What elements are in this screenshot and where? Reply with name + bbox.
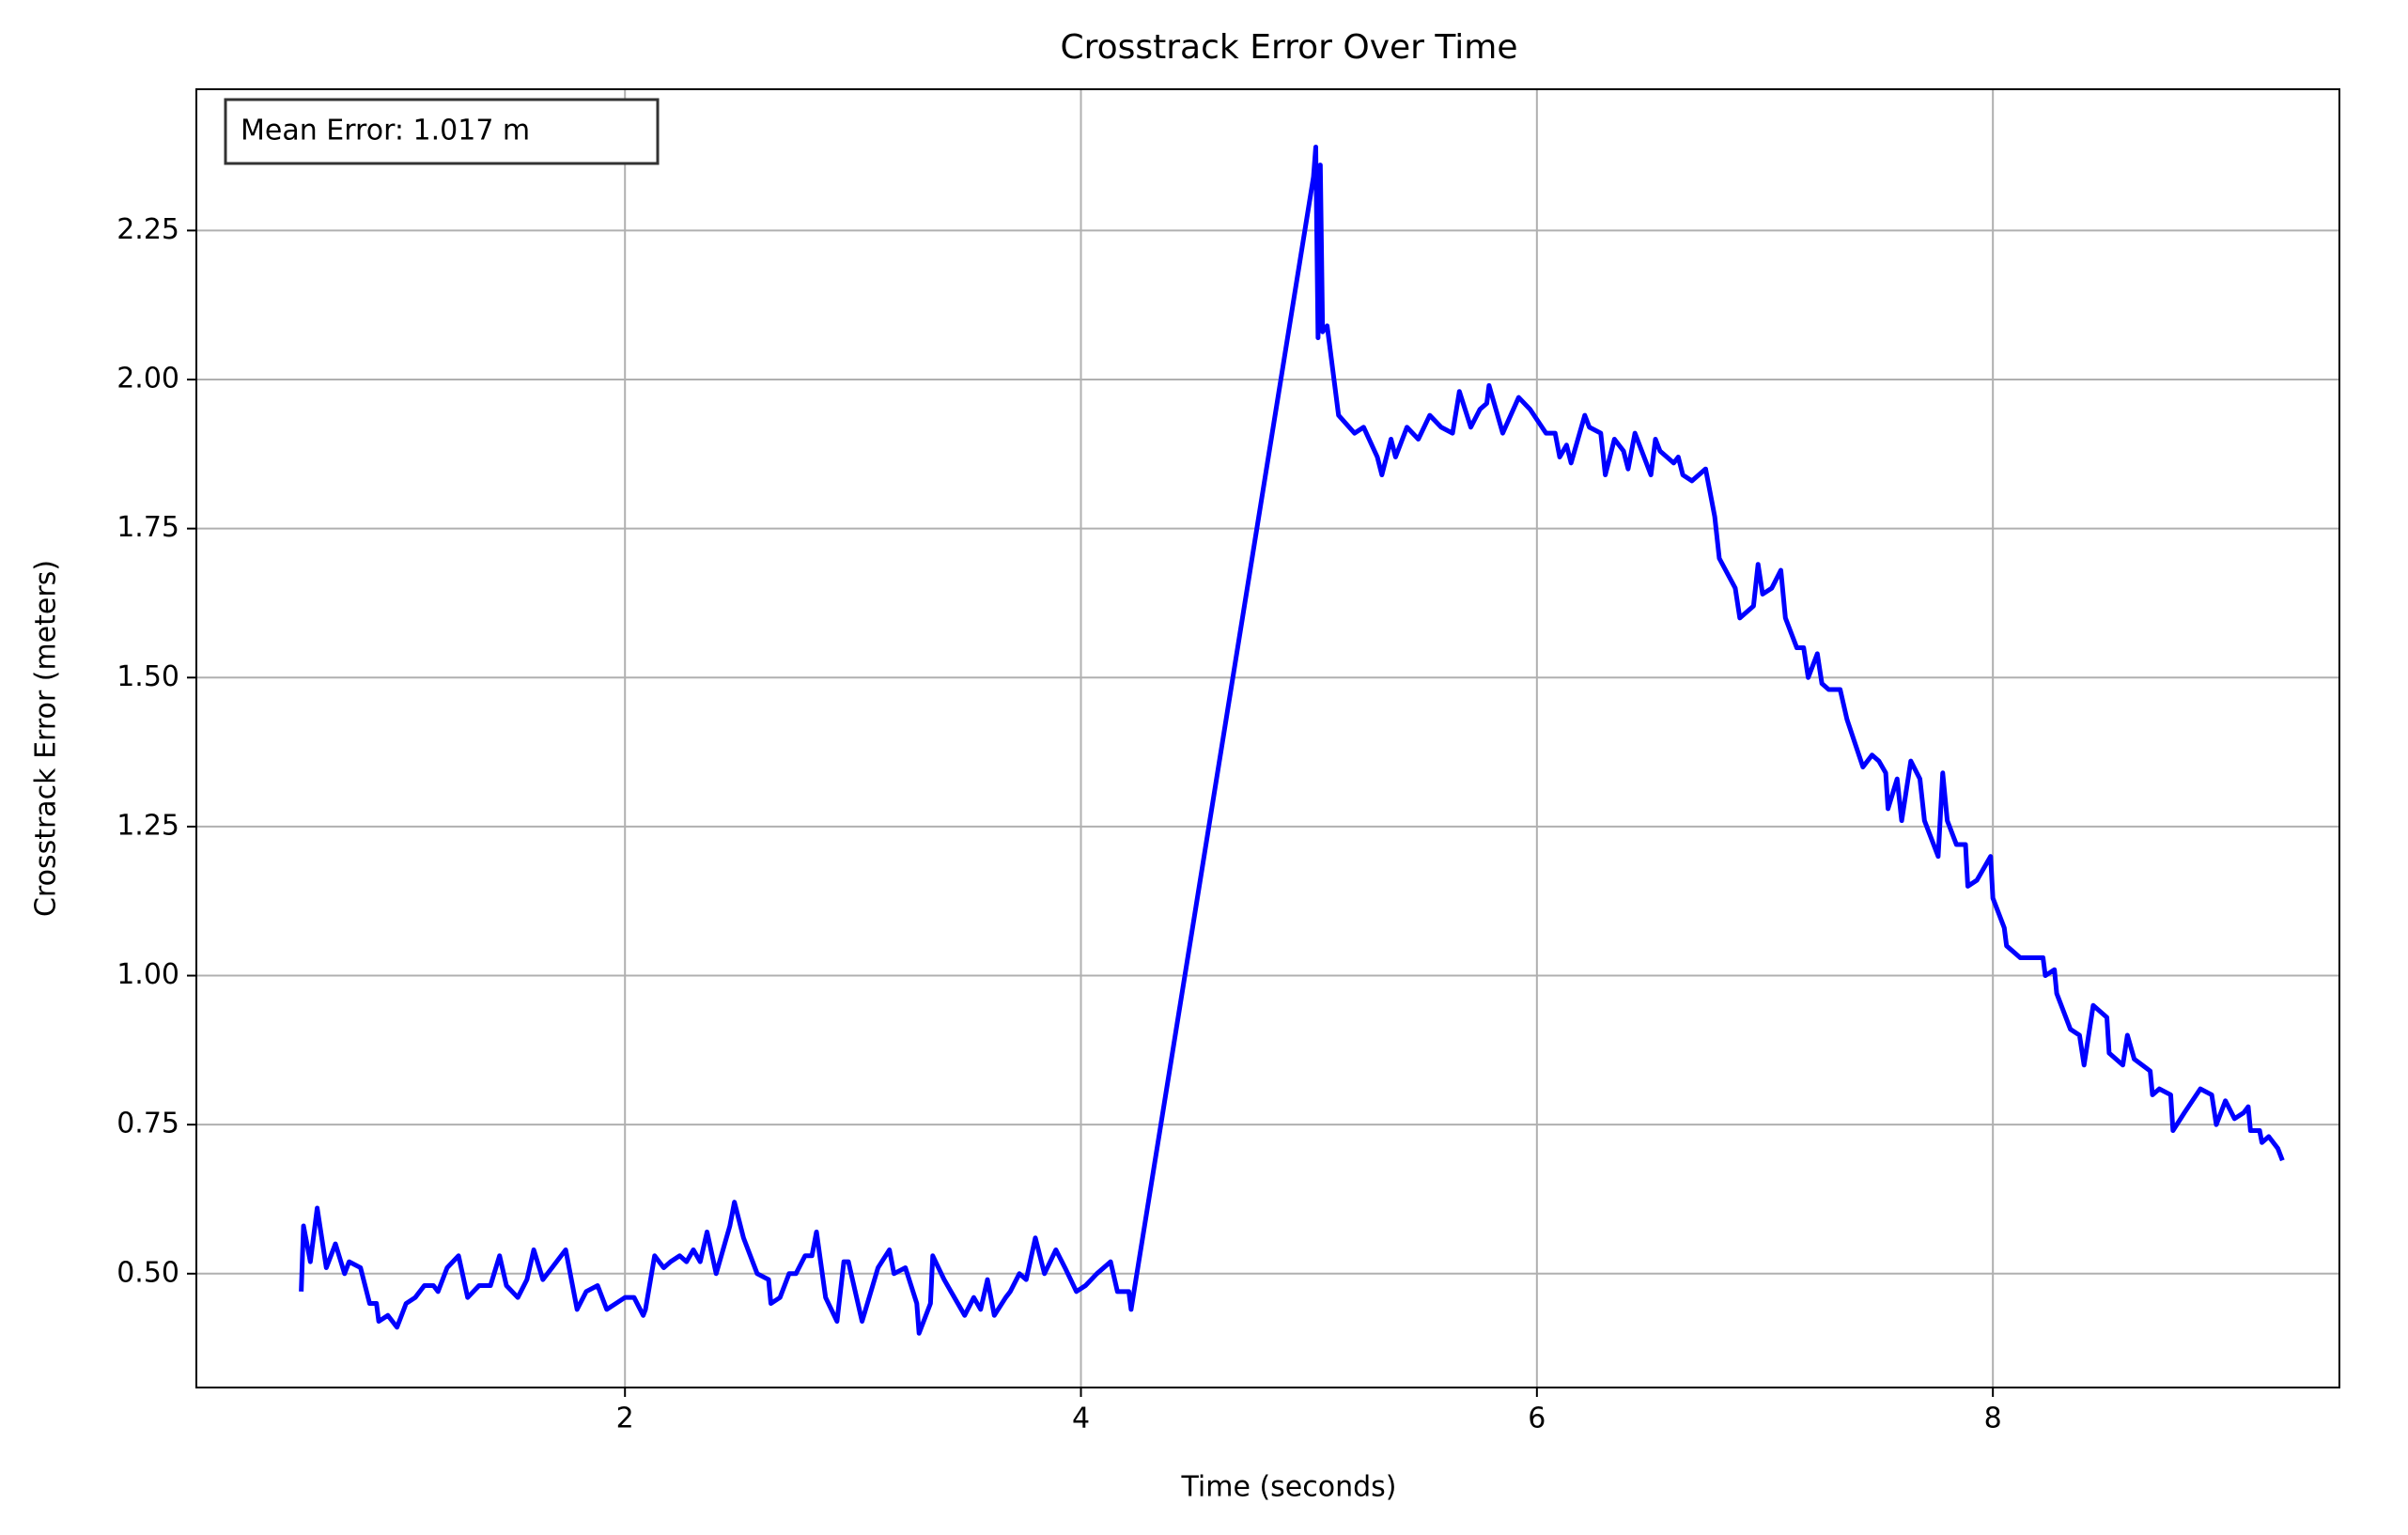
annotation: Mean Error: 1.017 m [241, 115, 530, 147]
x-tick-label: 2 [616, 1403, 634, 1435]
x-tick-label: 4 [1072, 1403, 1090, 1435]
y-tick-label: 2.00 [117, 363, 179, 395]
y-tick-label: 2.25 [117, 213, 179, 246]
annotation-box [224, 98, 660, 165]
y-tick-label: 1.50 [117, 660, 179, 693]
y-axis-label: Crosstrack Error (meters) [30, 560, 63, 917]
y-tick-label: 1.25 [117, 809, 179, 842]
x-tick-label: 6 [1528, 1403, 1546, 1435]
x-tick-label: 8 [1984, 1403, 2002, 1435]
y-tick-label: 0.50 [117, 1256, 179, 1289]
plot-frame [195, 88, 2340, 1388]
y-tick-label: 0.75 [117, 1108, 179, 1140]
chart-title: Crosstrack Error Over Time [1060, 28, 1517, 67]
y-tick-label: 1.75 [117, 511, 179, 544]
y-tick-label: 1.00 [117, 958, 179, 991]
x-axis-label: Time (seconds) [1181, 1471, 1397, 1504]
line [299, 145, 2285, 1336]
